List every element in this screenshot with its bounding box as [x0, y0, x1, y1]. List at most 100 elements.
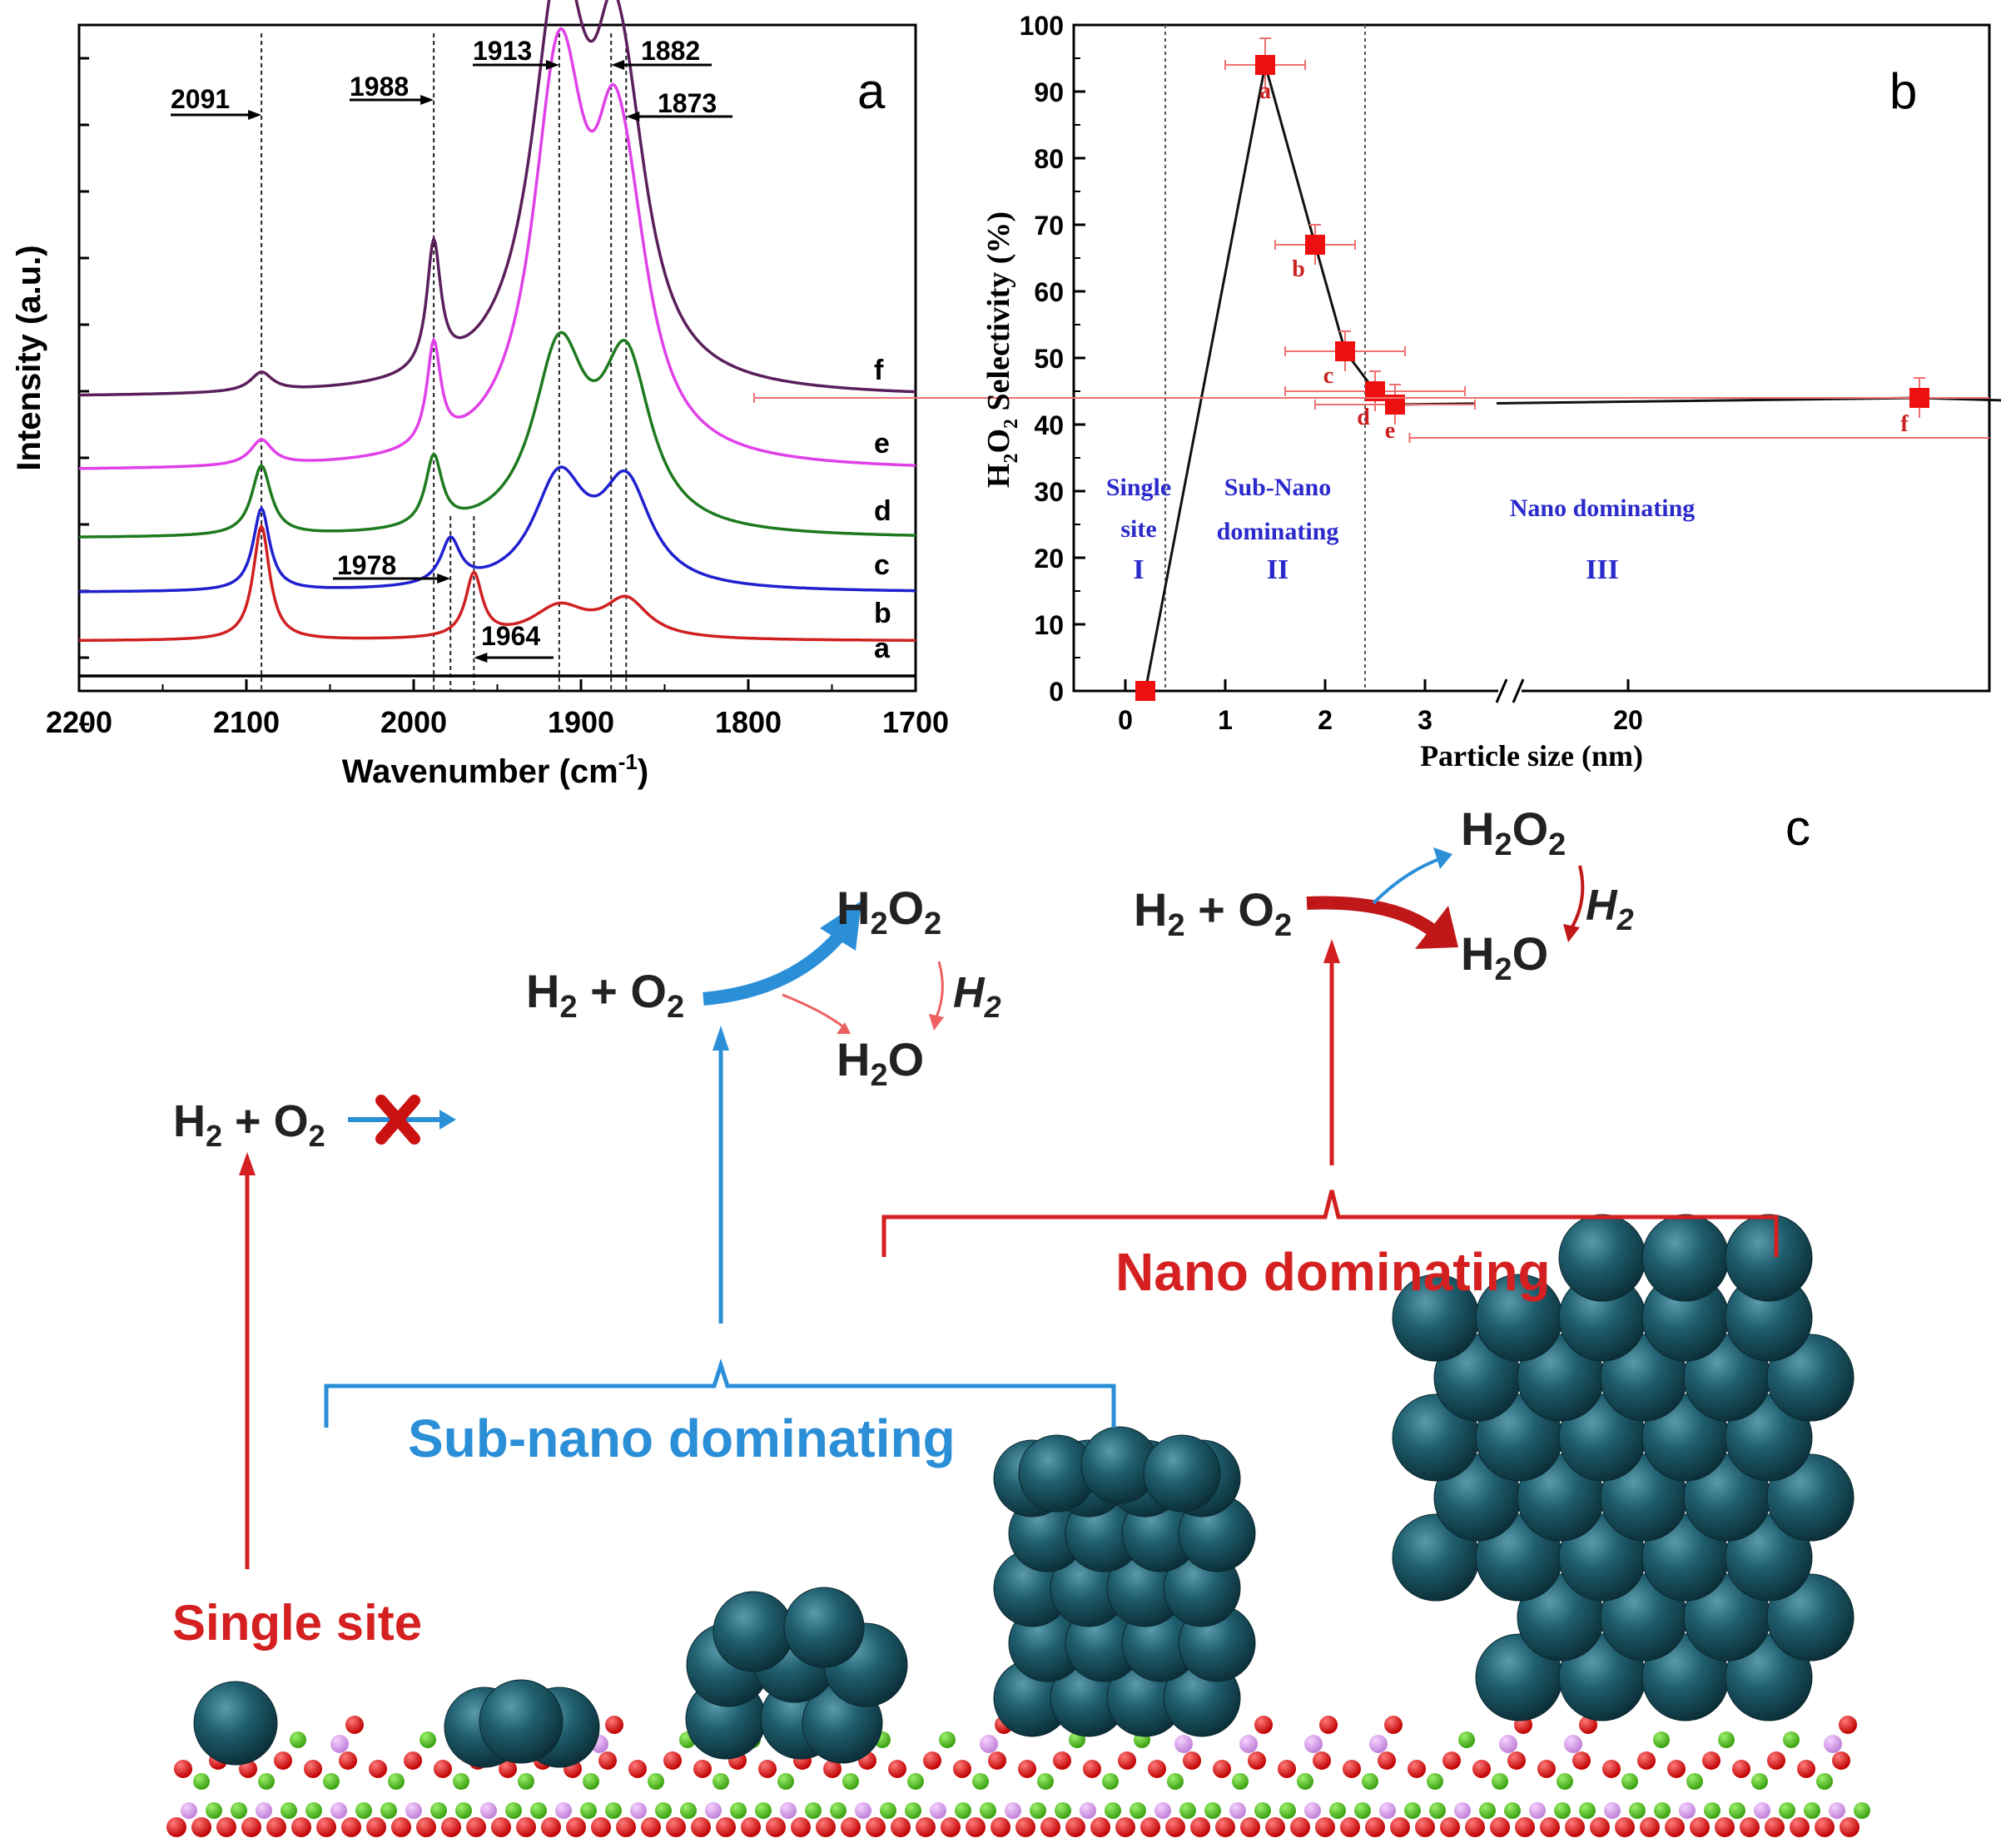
support-atom [1686, 1773, 1703, 1790]
sub-nano-product-h2o: H2O [837, 1033, 924, 1093]
metal-atom [1558, 1214, 1646, 1302]
support-atom [256, 1802, 272, 1819]
support-oxygen-atom [1148, 1760, 1166, 1778]
support-oxygen-atom [1083, 1760, 1101, 1778]
nano-reactant: H2 + O2 [1134, 883, 1292, 943]
support-oxygen-atom [1018, 1760, 1036, 1778]
support-atom [1362, 1773, 1378, 1790]
support-oxygen-atom [366, 1817, 386, 1837]
support-oxygen-atom [566, 1817, 586, 1837]
panel-a-annotation-arrow-head [437, 574, 451, 584]
support-atom [755, 1802, 772, 1819]
panel-a-annotation-arrow-head [611, 60, 625, 70]
sub-nano-h2-label: H2 [953, 969, 1001, 1024]
support-oxygen-atom [1248, 1751, 1266, 1770]
support-oxygen-atom [1140, 1817, 1160, 1837]
support-atom [430, 1802, 447, 1819]
panel-c-mechanism-diagram: c Single site H2 + O2 Sub-nano dominatin… [166, 800, 1870, 1837]
panel-b-letter: b [1889, 63, 1917, 119]
support-atom [980, 1802, 996, 1819]
support-oxygen-atom [499, 1760, 517, 1778]
support-oxygen-atom [1832, 1751, 1850, 1770]
support-atom [1105, 1802, 1121, 1819]
support-oxygen-atom [823, 1760, 842, 1778]
support-atom [1854, 1802, 1870, 1819]
support-oxygen-atom [404, 1751, 422, 1770]
support-oxygen-atom [316, 1817, 336, 1837]
support-atom [405, 1802, 422, 1819]
panel-a-series-label: a [874, 633, 891, 664]
support-oxygen-atom [866, 1817, 886, 1837]
support-oxygen-atom [1472, 1760, 1491, 1778]
support-atom [1492, 1773, 1508, 1790]
support-atom [330, 1735, 349, 1753]
support-oxygen-atom [1340, 1817, 1360, 1837]
support-oxygen-atom [1637, 1751, 1656, 1770]
support-atom [980, 1735, 998, 1753]
support-oxygen-atom [1115, 1817, 1135, 1837]
support-atom [1816, 1773, 1833, 1790]
sub-nano-label: Sub-nano dominating [408, 1408, 956, 1468]
support-atom [1279, 1802, 1296, 1819]
support-atom [655, 1802, 672, 1819]
support-atom [505, 1802, 522, 1819]
panel-b-point-label: a [1259, 78, 1271, 104]
support-atom [1704, 1802, 1720, 1819]
panel-b-region-label: Single [1106, 474, 1171, 501]
single-site-reactant: H2 + O2 [173, 1096, 325, 1153]
panel-b-y-tick-label: 80 [1034, 144, 1064, 174]
support-atom [1154, 1802, 1171, 1819]
support-oxygen-atom [1065, 1817, 1085, 1837]
panel-a-annotation-arrow-head [626, 112, 640, 122]
panel-b-data-point [1909, 388, 1929, 408]
support-atom [1529, 1802, 1546, 1819]
support-atom [1130, 1802, 1146, 1819]
support-oxygen-atom [304, 1760, 322, 1778]
support-oxygen-atom [1118, 1751, 1136, 1770]
blocked-cross-icon [375, 1095, 420, 1145]
panel-a-series-b [79, 523, 916, 642]
panel-b-y-axis-label: H2O2 Selectivity (%) [981, 211, 1022, 488]
support-atom [972, 1773, 989, 1790]
support-oxygen-atom [1190, 1817, 1210, 1837]
support-atom [290, 1731, 306, 1748]
sub-nano-bracket [324, 1358, 1116, 1428]
panel-c-letter: c [1785, 800, 1810, 856]
support-atom [1654, 1802, 1671, 1819]
support-atom [1229, 1802, 1246, 1819]
panel-a-x-tick-label: 1800 [715, 705, 782, 739]
support-oxygen-atom [1290, 1817, 1310, 1837]
panel-a-series-f [79, 0, 916, 397]
support-atom [1030, 1802, 1046, 1819]
panel-b-region-labels: Single site I Sub-Nano dominating II Nano domi… [1106, 474, 1695, 585]
panel-b-y-tick-label: 70 [1034, 211, 1064, 241]
support-oxygen-atom [291, 1817, 311, 1837]
support-atom [420, 1731, 436, 1748]
metal-atom [1725, 1214, 1813, 1302]
support-atom [1554, 1802, 1571, 1819]
support-atom [1679, 1802, 1696, 1819]
support-atom [1783, 1731, 1800, 1748]
support-atom [480, 1802, 497, 1819]
support-oxygen-atom [663, 1751, 682, 1770]
support-atom [1174, 1735, 1193, 1753]
metal-atom [783, 1587, 865, 1668]
support-oxygen-atom [1579, 1716, 1597, 1734]
support-oxygen-atom [1715, 1817, 1735, 1837]
single-site-arrow-head [239, 1152, 256, 1175]
panel-b-data-point [1335, 341, 1355, 361]
support-oxygen-atom [1615, 1817, 1635, 1837]
panel-a-x-tick-label: 2200 [46, 705, 112, 739]
panel-b-selectivity-chart: 01020304050607080901000123203040 abcdefg… [753, 11, 2001, 772]
support-oxygen-atom [1702, 1751, 1720, 1770]
support-atom [1427, 1773, 1443, 1790]
support-atom [305, 1802, 322, 1819]
panel-b-y-tick-label: 0 [1049, 677, 1064, 707]
panel-a-y-axis-label: Intensity (a.u.) [11, 245, 47, 470]
sub-nano-reactant: H2 + O2 [526, 965, 684, 1025]
support-oxygen-atom [1490, 1817, 1510, 1837]
support-atom [1751, 1773, 1768, 1790]
panel-b-axis-break-mark [1512, 678, 1525, 703]
support-atom [193, 1773, 210, 1790]
